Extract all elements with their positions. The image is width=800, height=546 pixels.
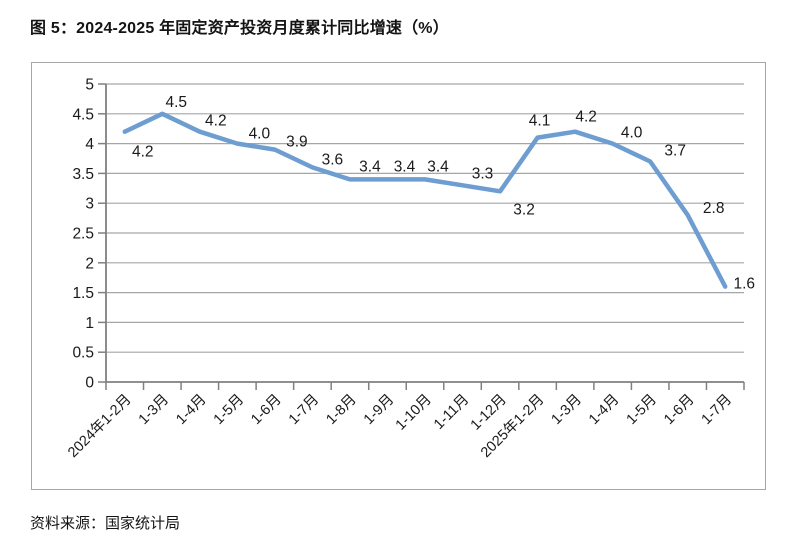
figure-title: 图 5：2024-2025 年固定资产投资月度累计同比增速（%） [30,20,449,37]
x-tick-label: 2024年1-2月 [64,391,134,461]
data-label: 4.1 [529,113,551,130]
x-tick-label: 1-5月 [211,392,247,428]
data-label: 4.5 [166,94,188,111]
data-label: 4.2 [575,109,597,126]
y-tick-label: 2 [85,255,94,272]
data-label: 4.2 [132,144,154,161]
x-tick-label: 1-11月 [431,392,472,433]
source-note: 资料来源：国家统计局 [30,515,181,532]
y-tick-label: 0.5 [72,345,94,362]
data-label: 4.0 [621,125,643,142]
y-tick-label: 4 [85,136,94,153]
x-tick-label: 1-6月 [661,392,697,428]
y-tick-label: 2.5 [72,226,94,243]
chart-frame: 0 0.5 1 1.5 2 2.5 3 3.5 4 4.5 5 2024年1-2月 1-3月 1-4月 1-… [31,62,766,490]
x-tick-label: 1-4月 [586,392,622,428]
x-tick-label: 1-8月 [323,392,359,428]
y-tick-label: 1.5 [72,285,94,302]
x-tick-label: 1-7月 [286,392,322,428]
data-label: 3.4 [427,158,449,175]
data-label: 3.7 [664,142,686,159]
y-tick-label: 0 [85,375,94,392]
data-label: 3.4 [359,158,381,175]
data-label: 4.0 [249,126,271,143]
y-tick-label: 3.5 [72,166,94,183]
x-tick-label: 1-6月 [248,392,284,428]
y-tick-label: 3 [85,196,94,213]
data-label: 3.2 [513,201,535,218]
data-label: 2.8 [703,200,725,217]
data-label: 3.4 [394,158,416,175]
data-label: 3.9 [286,134,308,151]
y-tick-label: 4.5 [72,106,94,123]
x-tick-label: 1-4月 [173,392,209,428]
data-label: 4.2 [205,113,227,130]
data-label: 3.6 [322,151,344,168]
x-tick-label: 1-5月 [624,392,660,428]
x-tick-label: 1-3月 [136,392,172,428]
data-series-line [122,111,728,289]
x-tick-label: 1-10月 [393,392,435,434]
data-label: 3.3 [472,165,494,182]
data-label: 1.6 [733,276,755,293]
x-tick-label: 1-7月 [699,392,735,428]
x-tick-label: 1-3月 [549,392,585,428]
y-tick-label: 1 [85,315,94,332]
y-tick-label: 5 [85,77,94,94]
